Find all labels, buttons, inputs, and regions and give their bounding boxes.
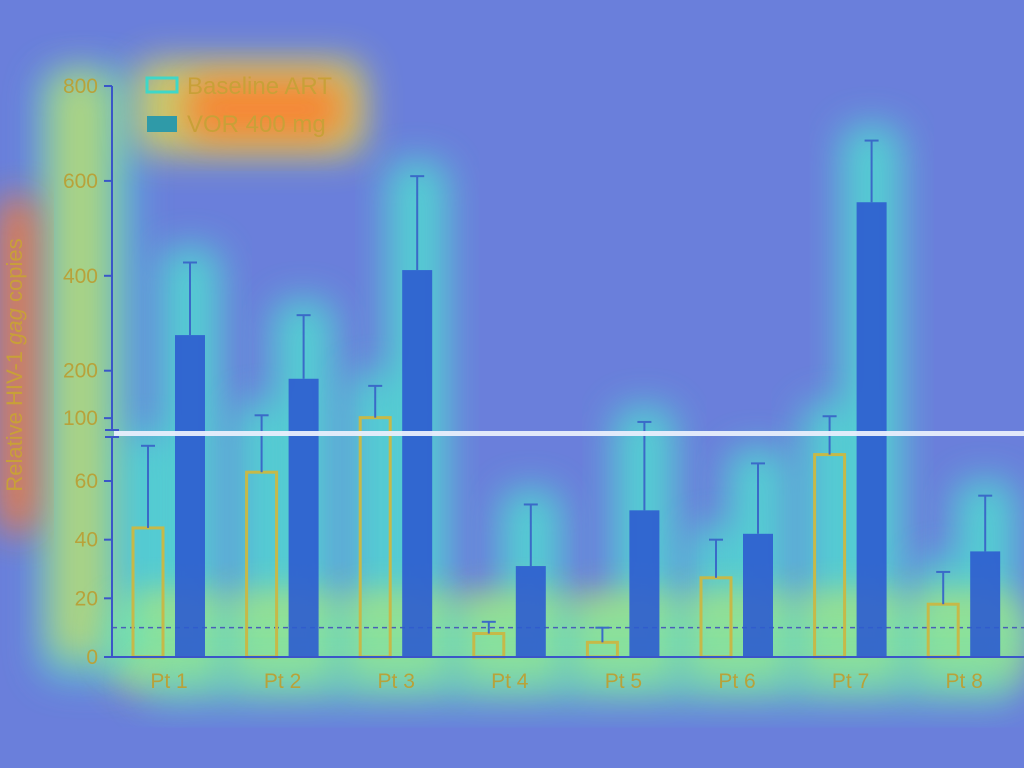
bar-vor-400mg [288, 378, 319, 657]
y-axis: 0 20 40 60 100 200 400 600 800 [63, 75, 119, 669]
y-axis-title-part: gag [2, 307, 27, 344]
axis-break-band [114, 431, 1024, 436]
x-tick-label: Pt 6 [718, 670, 755, 693]
legend: Baseline ART VOR 400 mg [145, 73, 332, 138]
heat-glow [110, 605, 1024, 665]
heat-glow [0, 195, 36, 535]
y-tick-label: 400 [63, 265, 98, 288]
bar-vor-400mg [402, 270, 433, 657]
heat-glow [185, 78, 345, 140]
y-axis-label: Relative HIV-1 gag copies [2, 238, 27, 491]
heat-glow [140, 660, 1020, 705]
x-tick-label: Pt 7 [832, 670, 869, 693]
y-tick-label: 100 [63, 407, 98, 430]
y-tick-label: 200 [63, 360, 98, 383]
y-axis-title-part: Relative HIV-1 [2, 345, 27, 492]
y-tick-label: 600 [63, 170, 98, 193]
bar-vor-400mg [175, 335, 205, 657]
y-axis-title: Relative HIV-1 gag copies [2, 238, 27, 491]
bar-vor-400mg [515, 566, 546, 657]
legend-label: VOR 400 mg [187, 111, 326, 138]
x-axis: Pt 1 Pt 2 Pt 3 Pt 4 Pt 5 Pt 6 Pt 7 Pt 8 [112, 656, 1024, 693]
y-tick-label: 20 [75, 587, 98, 610]
legend-swatch-open [145, 76, 179, 94]
heat-glow [50, 70, 110, 660]
bar-vor-400mg [970, 551, 1001, 657]
bar-vor-400mg [629, 510, 660, 657]
x-tick-label: Pt 5 [605, 670, 642, 693]
x-tick-label: Pt 8 [946, 670, 983, 693]
x-tick-label: Pt 4 [491, 670, 529, 693]
y-tick-label: 60 [75, 470, 98, 493]
bar-vor-400mg [743, 533, 773, 657]
legend-label: Baseline ART [187, 73, 332, 100]
y-tick-label: 800 [63, 75, 98, 98]
x-tick-label: Pt 1 [150, 670, 187, 693]
y-tick-label: 40 [75, 529, 98, 552]
x-tick-label: Pt 3 [378, 670, 415, 693]
legend-swatch-filled [147, 116, 177, 132]
x-tick-label: Pt 2 [264, 670, 301, 693]
y-tick-label: 0 [86, 646, 98, 669]
bar-vor-400mg [856, 202, 887, 657]
y-axis-title-part: copies [2, 238, 27, 308]
